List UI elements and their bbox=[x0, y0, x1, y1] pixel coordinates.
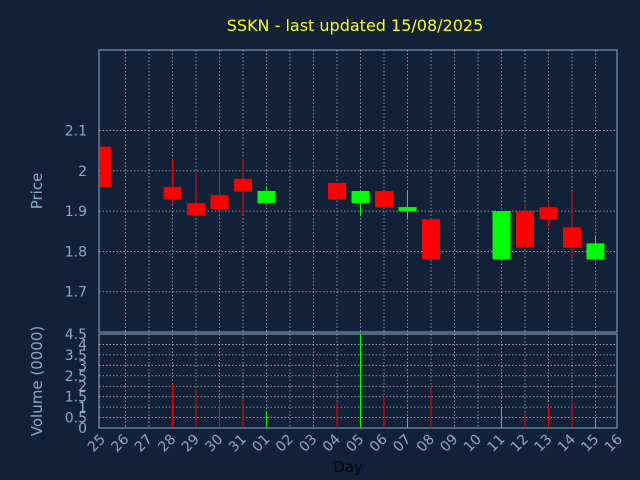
candle-body bbox=[563, 227, 581, 248]
candle-body bbox=[328, 182, 346, 200]
volume-tick-label: 3.5 bbox=[65, 348, 87, 364]
candle-body bbox=[492, 211, 511, 260]
volume-axis-ticks: 00.511.522.533.544.5 bbox=[65, 327, 87, 437]
volume-tick-label: 4.5 bbox=[65, 327, 87, 343]
candle-body bbox=[422, 219, 440, 260]
volume-tick-label: 2.5 bbox=[65, 369, 87, 385]
candle-body bbox=[375, 191, 393, 208]
volume-tick-label: 1.5 bbox=[65, 390, 87, 406]
price-tick-label: 2 bbox=[78, 164, 87, 180]
volume-tick-label: 4 bbox=[78, 337, 87, 353]
candle-body bbox=[516, 211, 534, 248]
candle-body bbox=[586, 243, 605, 260]
price-panel-frame bbox=[98, 49, 618, 333]
candle-body bbox=[539, 207, 558, 220]
price-panel: 1.7 1.8 1.9 2 2.1 bbox=[65, 49, 618, 333]
volume-grid bbox=[99, 334, 617, 428]
volume-axis-label: Volume (0000) bbox=[28, 326, 46, 436]
candle-body bbox=[187, 203, 205, 216]
volume-tick-label: 0 bbox=[78, 421, 87, 437]
volume-tick-label: 3 bbox=[78, 358, 87, 374]
x-axis-label: Day bbox=[333, 458, 363, 476]
volume-tick-label: 1 bbox=[78, 400, 87, 416]
candles bbox=[100, 142, 605, 260]
volume-bars bbox=[172, 334, 596, 428]
price-tick-label: 1.9 bbox=[65, 204, 87, 220]
candle-body bbox=[257, 191, 276, 204]
volume-panel: 00.511.522.533.544.5 bbox=[65, 327, 618, 437]
price-tick-label: 2.1 bbox=[65, 124, 87, 140]
chart-title: SSKN - last updated 15/08/2025 bbox=[227, 16, 484, 35]
volume-tick-label: 0.5 bbox=[65, 411, 87, 427]
volume-tick-label: 2 bbox=[78, 379, 87, 395]
candle-body bbox=[234, 178, 252, 191]
price-tick-label: 1.8 bbox=[65, 244, 87, 260]
candle-body bbox=[163, 186, 182, 200]
candle-body bbox=[100, 146, 111, 187]
x-axis-ticks: 25 26 27 28 29 30 31 01 02 03 04 05 06 07 08 09 10 11 12 13… bbox=[85, 431, 626, 455]
candle-body bbox=[351, 191, 370, 204]
candle-body bbox=[398, 207, 417, 212]
candle-body bbox=[210, 195, 229, 210]
price-tick-label: 1.7 bbox=[65, 285, 87, 301]
price-axis-ticks: 1.7 1.8 1.9 2 2.1 bbox=[65, 124, 87, 301]
price-axis-label: Price bbox=[28, 173, 46, 210]
volume-panel-frame bbox=[98, 333, 618, 429]
